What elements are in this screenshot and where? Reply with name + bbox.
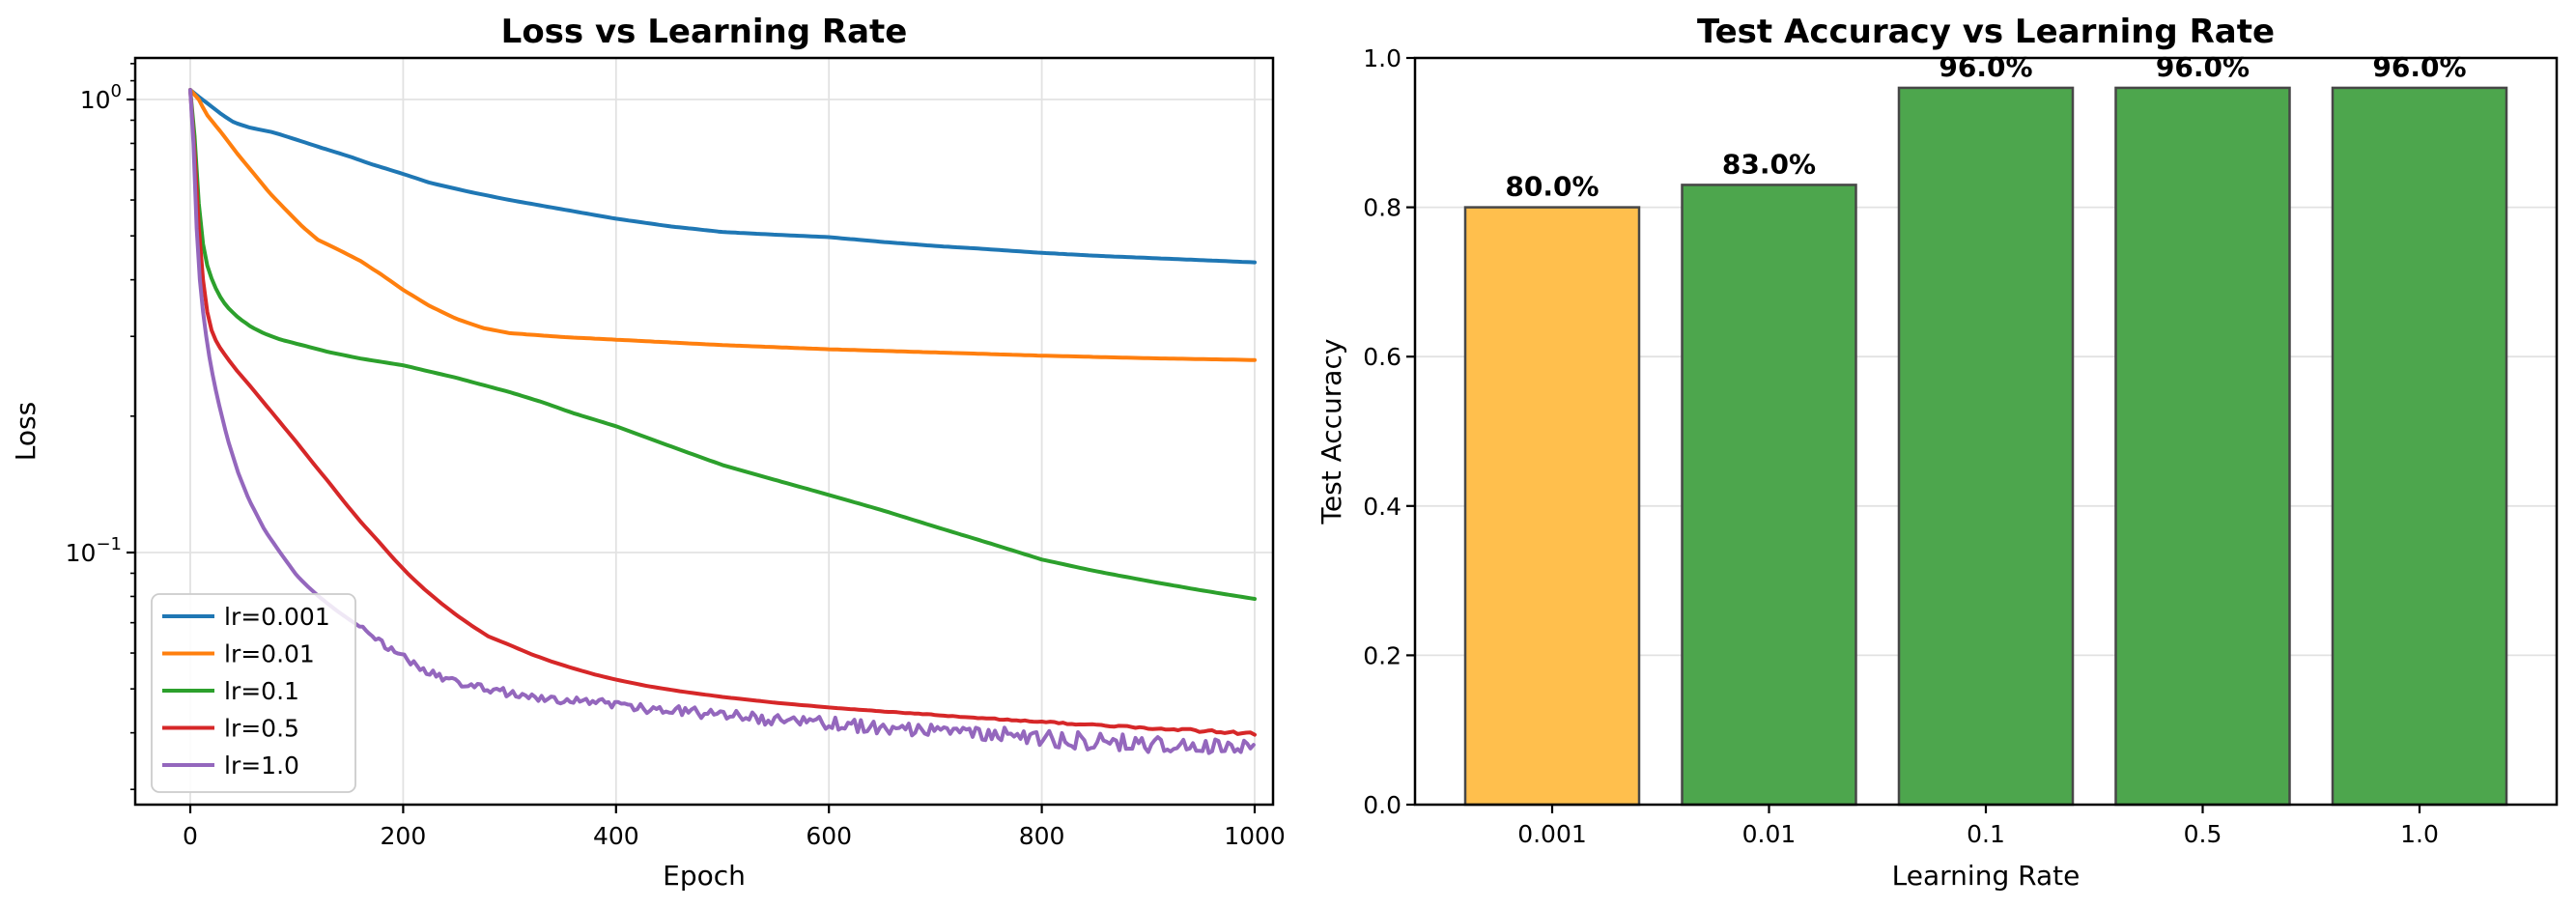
series-line-lr=0.001	[188, 88, 1257, 265]
y-tick-label: 100	[80, 81, 122, 114]
accuracy-chart: 80.0% 83.0% 96.0% 96.0% 96.0% 0.001 0.01 0.1 0.5…	[1316, 13, 2559, 892]
y-axis: 0.0 0.2 0.4 0.6 0.8 1.0	[1363, 44, 1415, 819]
x-tick-label: 0	[183, 822, 198, 850]
axes-spines	[133, 56, 1275, 807]
x-tick-label: 600	[806, 822, 852, 850]
x-tick-label: 1000	[1224, 822, 1286, 850]
bar-1.0	[2331, 86, 2508, 807]
bar-0.01	[1681, 184, 1857, 807]
legend-label-lr=0.5: lr=0.5	[224, 715, 299, 743]
x-tick-label: 0.1	[1967, 820, 2005, 848]
x-axis-label: Epoch	[663, 860, 746, 892]
legend-label-lr=0.1: lr=0.1	[224, 677, 299, 705]
legend-label-lr=0.001: lr=0.001	[224, 603, 330, 631]
y-tick-label: 10−1	[66, 534, 122, 567]
grid	[135, 58, 1273, 805]
legend-label-lr=0.01: lr=0.01	[224, 640, 315, 668]
x-tick-label: 0.5	[2184, 820, 2222, 848]
chart-title-accuracy: Test Accuracy vs Learning Rate	[1697, 13, 2275, 51]
loss-chart: 0 200 400 600 800 1000 100 10−1 Loss vs Learning…	[10, 13, 1286, 892]
bar-value-label-0.001: 80.0%	[1505, 171, 1599, 203]
x-tick-label: 800	[1019, 822, 1065, 850]
x-axis: 0.001 0.01 0.1 0.5 1.0	[1517, 805, 2439, 848]
bar-0.5	[2114, 86, 2291, 807]
chart-title-loss: Loss vs Learning Rate	[501, 13, 908, 51]
series-line-lr=0.1	[188, 88, 1257, 601]
x-tick-label: 1.0	[2400, 820, 2439, 848]
series-line-lr=0.5	[188, 88, 1257, 737]
legend: lr=0.001 lr=0.01 lr=0.1 lr=0.5 lr=1.0	[151, 593, 356, 793]
x-tick-label: 400	[593, 822, 639, 850]
bar-0.001	[1463, 206, 1641, 807]
bar-value-label-0.01: 83.0%	[1722, 148, 1816, 180]
bar-value-label-0.5: 96.0%	[2156, 51, 2250, 83]
y-tick-label: 0.2	[1363, 641, 1401, 669]
bar-value-label-0.1: 96.0%	[1939, 51, 2032, 83]
series-line-lr=1.0	[188, 88, 1256, 755]
y-tick-label: 0.0	[1363, 791, 1401, 819]
y-axis-label: Loss	[10, 402, 42, 461]
y-tick-label: 0.6	[1363, 343, 1401, 371]
legend-box	[151, 593, 356, 793]
x-tick-label: 200	[381, 822, 427, 850]
x-axis-label: Learning Rate	[1892, 860, 2081, 892]
y-tick-label: 0.4	[1363, 493, 1401, 521]
x-tick-label: 0.01	[1742, 820, 1797, 848]
y-axis: 100 10−1	[66, 63, 135, 791]
bar-0.1	[1897, 86, 2075, 807]
series-line-lr=0.01	[188, 88, 1257, 362]
legend-label-lr=1.0: lr=1.0	[224, 752, 299, 780]
x-tick-label: 0.001	[1517, 820, 1587, 848]
x-axis: 0 200 400 600 800 1000	[183, 805, 1286, 850]
y-tick-label: 0.8	[1363, 194, 1401, 222]
y-tick-label: 1.0	[1363, 44, 1401, 72]
bar-value-label-1.0: 96.0%	[2372, 51, 2466, 83]
y-axis-label: Test Accuracy	[1316, 339, 1347, 525]
